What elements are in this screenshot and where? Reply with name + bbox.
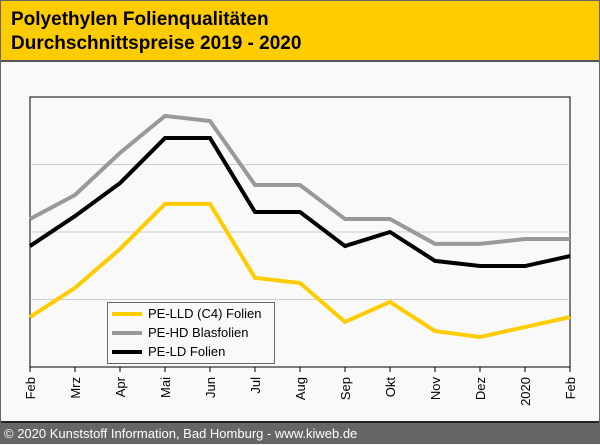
line-chart: Feb Mrz Apr Mai Jun Jul Aug Sep Okt Nov Dez 2020 Feb [23,96,578,406]
x-tick-label: Sep [338,377,353,400]
x-tick-label: Mrz [68,377,83,399]
series-line-2 [28,136,571,269]
footer-copyright: © 2020 Kunststoff Information, Bad Hombu… [1,421,599,443]
series-line-0 [28,201,571,340]
legend-swatch [112,311,142,316]
legend-label: PE-LD Folien [148,344,226,359]
x-tick-label: Jul [248,377,263,394]
x-tick-label: Feb [23,377,38,399]
legend-swatch [112,330,142,335]
title-line-2: Durchschnittspreise 2019 - 2020 [11,33,302,54]
x-tick-label: Mai [158,377,173,398]
x-tick-label: Dez [473,377,488,400]
legend-swatch [112,349,142,354]
x-tick-label: Jun [203,377,218,398]
x-tick-label: Apr [113,376,128,397]
legend-label: PE-HD Blasfolien [148,325,249,340]
x-tick-label: Aug [293,377,308,400]
x-tick-label: Okt [383,377,398,398]
legend-item: PE-LD Folien [112,342,225,361]
legend-label: PE-LLD (C4) Folien [148,306,262,321]
chart-header: Polyethylen Folienqualitäten Durchschnit… [1,1,599,62]
x-tick-label: Feb [563,377,578,399]
x-tick-label: 2020 [518,377,533,406]
title-line-1: Polyethylen Folienqualitäten [11,9,269,30]
legend-item: PE-LLD (C4) Folien [112,304,261,323]
legend-item: PE-HD Blasfolien [112,323,248,342]
series-line-1 [29,113,570,246]
x-tick-label: Nov [428,377,443,401]
legend: PE-LLD (C4) Folien PE-HD Blasfolien PE-L… [107,302,275,364]
